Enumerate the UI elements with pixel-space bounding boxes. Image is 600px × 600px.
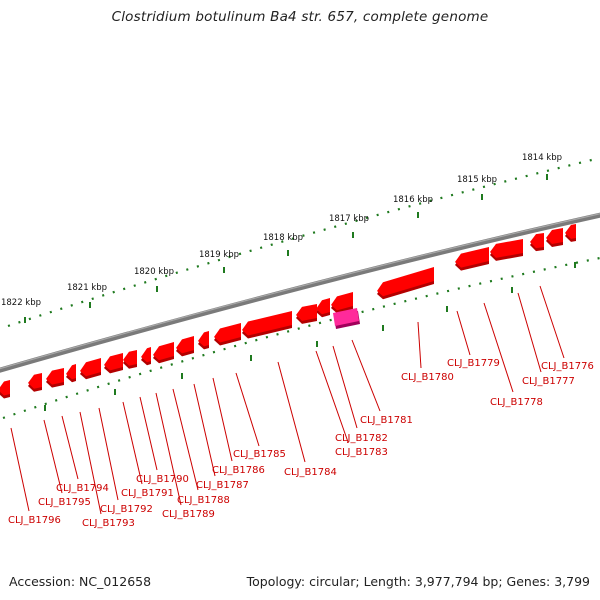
gene-labels: CLJ_B1776 CLJ_B1777 CLJ_B1778 CLJ_B1779 CLJ_…	[8, 358, 594, 529]
gene-label[interactable]: CLJ_B1781	[360, 415, 413, 426]
gene-arrow[interactable]	[331, 292, 353, 311]
gene-arrow[interactable]	[316, 298, 330, 315]
gene-label[interactable]: CLJ_B1787	[196, 480, 249, 491]
gene-arrow[interactable]	[490, 239, 523, 258]
gene-leader-line	[139, 396, 158, 471]
gene-label[interactable]: CLJ_B1788	[177, 495, 230, 506]
gene-label[interactable]: CLJ_B1796	[8, 515, 61, 526]
genome-backbone-highlight	[0, 213, 600, 370]
genome-title: Clostridium botulinum Ba4 str. 657, comp…	[111, 9, 489, 25]
gene-arrow[interactable]	[296, 304, 317, 321]
gene-leader-line	[539, 285, 565, 359]
gene-leader-line	[212, 377, 233, 462]
kbp-label: 1820 kbp	[134, 267, 174, 277]
gene-leader-line	[351, 339, 381, 412]
kbp-major-ticks	[24, 174, 548, 323]
gene-label[interactable]: CLJ_B1785	[233, 449, 286, 460]
gene-leader-line	[172, 388, 199, 491]
gene-leader-line	[332, 345, 358, 429]
gene-arrow[interactable]	[377, 267, 434, 297]
gene-label[interactable]: CLJ_B1789	[162, 509, 215, 520]
gene-leader-line	[155, 392, 182, 506]
gene-label[interactable]: CLJ_B1777	[522, 376, 575, 387]
gene-leader-line	[483, 302, 514, 393]
gene-leader-line	[79, 411, 102, 515]
kbp-label: 1814 kbp	[522, 153, 562, 163]
kbp-label: 1817 kbp	[329, 214, 369, 224]
kbp-scale-labels: 1814 kbp 1815 kbp 1816 kbp 1817 kbp 1818 kbp…	[1, 153, 562, 308]
gene-leader-line	[315, 350, 349, 443]
gene-leader-line	[456, 310, 471, 356]
gene-track-major-ticks	[44, 262, 576, 411]
gene-leader-line	[43, 419, 63, 494]
kbp-label: 1822 kbp	[1, 298, 41, 308]
genome-backbone	[0, 212, 600, 373]
kbp-label: 1815 kbp	[457, 175, 497, 185]
gene-arrow[interactable]	[455, 247, 489, 268]
gene-arrow[interactable]	[104, 353, 123, 371]
gene-leader-line	[235, 372, 260, 447]
topology-label: Topology: circular; Length: 3,977,794 bp…	[246, 574, 590, 589]
gene-label[interactable]: CLJ_B1776	[541, 361, 594, 372]
gene-label[interactable]: CLJ_B1778	[490, 397, 543, 408]
gene-features	[0, 224, 576, 399]
gene-arrow[interactable]	[80, 358, 101, 377]
gene-arrow[interactable]	[28, 373, 42, 389]
kbp-label: 1818 kbp	[263, 233, 303, 243]
gene-label[interactable]: CLJ_B1779	[447, 358, 500, 369]
gene-label[interactable]: CLJ_B1790	[136, 474, 189, 485]
gene-label[interactable]: CLJ_B1782	[335, 433, 388, 444]
gene-arrow[interactable]	[66, 364, 76, 380]
gene-label[interactable]: CLJ_B1792	[100, 504, 153, 515]
gene-leader-line	[10, 427, 30, 512]
gene-leader-line	[417, 321, 422, 369]
gene-arrow[interactable]	[198, 331, 209, 347]
gene-leader-line	[193, 383, 216, 477]
gene-arrow[interactable]	[0, 380, 10, 396]
gene-label[interactable]: CLJ_B1791	[121, 488, 174, 499]
gene-arrow[interactable]	[141, 347, 151, 363]
gene-label[interactable]: CLJ_B1784	[284, 467, 337, 478]
highlighted-gene[interactable]	[333, 308, 359, 326]
gene-track-ruler-dots	[2, 256, 600, 420]
accession-label: Accession: NC_012658	[9, 574, 152, 589]
gene-leader-line	[277, 361, 306, 463]
gene-leader-line	[98, 407, 119, 501]
gene-label[interactable]: CLJ_B1795	[38, 497, 91, 508]
gene-label[interactable]: CLJ_B1780	[401, 372, 454, 383]
gene-arrow[interactable]	[46, 368, 64, 385]
gene-leader-line	[122, 401, 143, 485]
gene-leader-line	[61, 415, 79, 480]
gene-leader-lines	[10, 285, 565, 515]
gene-arrow[interactable]	[153, 342, 174, 361]
gene-arrow[interactable]	[530, 233, 544, 249]
gene-label[interactable]: CLJ_B1793	[82, 518, 135, 529]
gene-label[interactable]: CLJ_B1794	[56, 483, 109, 494]
gene-arrow[interactable]	[565, 224, 576, 239]
gene-arrow[interactable]	[242, 311, 292, 336]
gene-label[interactable]: CLJ_B1783	[335, 447, 388, 458]
gene-leader-line	[517, 292, 542, 373]
kbp-label: 1821 kbp	[67, 283, 107, 293]
gene-label[interactable]: CLJ_B1786	[212, 465, 265, 476]
gene-arrow[interactable]	[123, 350, 137, 366]
gene-arrow[interactable]	[176, 336, 194, 354]
kbp-label: 1819 kbp	[199, 250, 239, 260]
kbp-label: 1816 kbp	[393, 195, 433, 205]
gene-arrow[interactable]	[546, 228, 563, 244]
gene-arrow[interactable]	[214, 323, 241, 343]
kbp-ruler-dots	[7, 156, 600, 328]
